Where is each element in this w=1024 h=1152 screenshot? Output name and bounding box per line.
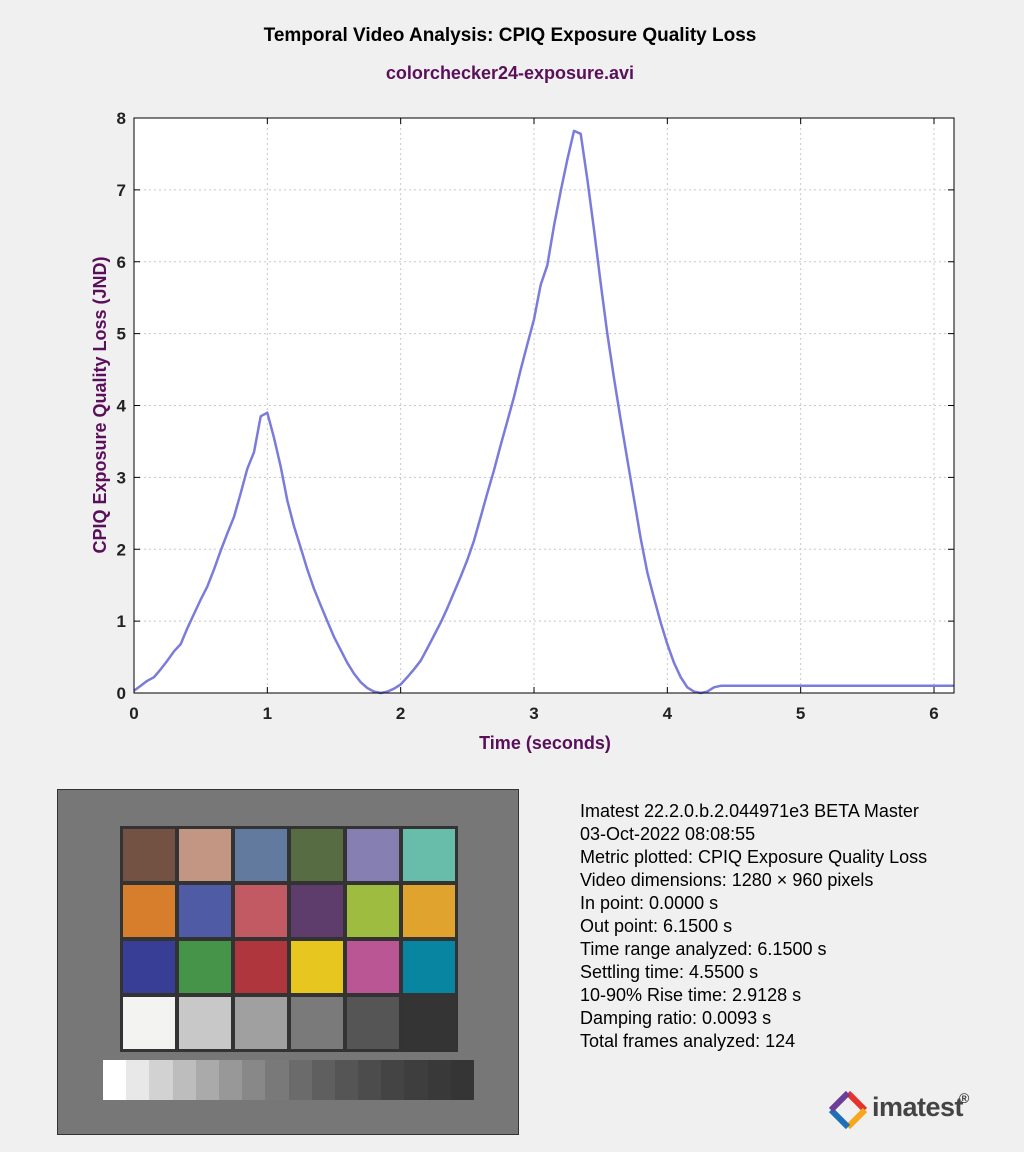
gray-step (172, 1060, 196, 1100)
color-patch (179, 885, 231, 937)
color-patch (179, 941, 231, 993)
gray-step (427, 1060, 451, 1100)
info-line: Out point: 6.1500 s (580, 916, 733, 936)
info-line: Total frames analyzed: 124 (580, 1031, 796, 1051)
chart: Temporal Video Analysis: CPIQ Exposure Q… (90, 25, 955, 753)
x-tick-label: 5 (796, 704, 805, 723)
color-patch (291, 829, 343, 881)
info-line: Settling time: 4.5500 s (580, 962, 759, 982)
info-line: 10-90% Rise time: 2.9128 s (580, 985, 802, 1005)
info-line: Time range analyzed: 6.1500 s (580, 939, 827, 959)
color-patch (403, 941, 455, 993)
color-patch (403, 997, 455, 1049)
gray-step (334, 1060, 359, 1100)
gray-step-strip (103, 1060, 474, 1100)
gray-step (265, 1060, 289, 1100)
color-patch (179, 829, 231, 881)
y-tick-label: 8 (117, 109, 126, 128)
registered-mark: ® (959, 1090, 970, 1106)
gray-step (404, 1060, 428, 1100)
color-patch (235, 941, 287, 993)
y-tick-label: 3 (117, 468, 126, 487)
video-frame-thumbnail (57, 789, 519, 1135)
gray-step (126, 1060, 150, 1100)
color-patch (123, 829, 175, 881)
color-checker-patches (120, 826, 458, 1052)
y-tick-label: 7 (117, 181, 126, 200)
color-patch (291, 997, 343, 1049)
gray-step (450, 1060, 474, 1100)
gray-step (149, 1060, 173, 1100)
gray-step (242, 1060, 266, 1100)
x-tick-label: 3 (529, 704, 538, 723)
gray-step (381, 1060, 405, 1100)
y-tick-label: 2 (117, 540, 126, 559)
gray-step (288, 1060, 312, 1100)
chart-title: Temporal Video Analysis: CPIQ Exposure Q… (264, 25, 757, 46)
color-patch (347, 829, 399, 881)
y-axis-label: CPIQ Exposure Quality Loss (JND) (90, 256, 110, 553)
gray-step (311, 1060, 335, 1100)
color-patch (123, 885, 175, 937)
color-patch (403, 829, 455, 881)
y-tick-label: 5 (117, 325, 126, 344)
grid-layer (134, 118, 954, 693)
info-line: 03-Oct-2022 08:08:55 (580, 824, 756, 844)
gray-step (358, 1060, 382, 1100)
info-line: In point: 0.0000 s (580, 893, 719, 913)
gray-step (218, 1060, 243, 1100)
info-line: Damping ratio: 0.0093 s (580, 1008, 772, 1028)
x-axis-label: Time (seconds) (479, 733, 611, 753)
y-tick-label: 0 (117, 684, 126, 703)
y-tick-label: 1 (117, 612, 126, 631)
imatest-logo-icon (828, 1090, 868, 1130)
color-patch (123, 997, 175, 1049)
color-patch (235, 829, 287, 881)
color-patch (123, 941, 175, 993)
chart-subtitle: colorchecker24-exposure.avi (386, 63, 634, 83)
gray-step (103, 1060, 127, 1100)
x-tick-label: 6 (929, 704, 938, 723)
info-line: Video dimensions: 1280 × 960 pixels (580, 870, 874, 890)
x-tick-label: 4 (663, 704, 673, 723)
tick-layer: 0 1 2 3 4 5 6 0 1 2 3 4 5 6 7 8 (117, 109, 954, 723)
y-tick-label: 4 (117, 397, 127, 416)
y-tick-label: 6 (117, 253, 126, 272)
x-tick-label: 1 (263, 704, 272, 723)
color-patch (235, 997, 287, 1049)
x-tick-label: 2 (396, 704, 405, 723)
gray-step (195, 1060, 219, 1100)
series-line (133, 129, 954, 695)
series-layer (133, 129, 954, 695)
color-patch (347, 941, 399, 993)
color-patch (347, 997, 399, 1049)
color-patch (235, 885, 287, 937)
color-patch (291, 885, 343, 937)
imatest-logo: imatest ® (828, 1090, 978, 1130)
color-patch (403, 885, 455, 937)
x-tick-label: 0 (129, 704, 138, 723)
color-patch (179, 997, 231, 1049)
info-line: Metric plotted: CPIQ Exposure Quality Lo… (580, 847, 928, 867)
color-patch (291, 941, 343, 993)
logo-text: imatest (872, 1092, 964, 1122)
analysis-info-panel: Imatest 22.2.0.b.2.044971e3 BETA Master … (580, 800, 927, 1053)
info-line: Imatest 22.2.0.b.2.044971e3 BETA Master (580, 801, 919, 821)
color-patch (347, 885, 399, 937)
